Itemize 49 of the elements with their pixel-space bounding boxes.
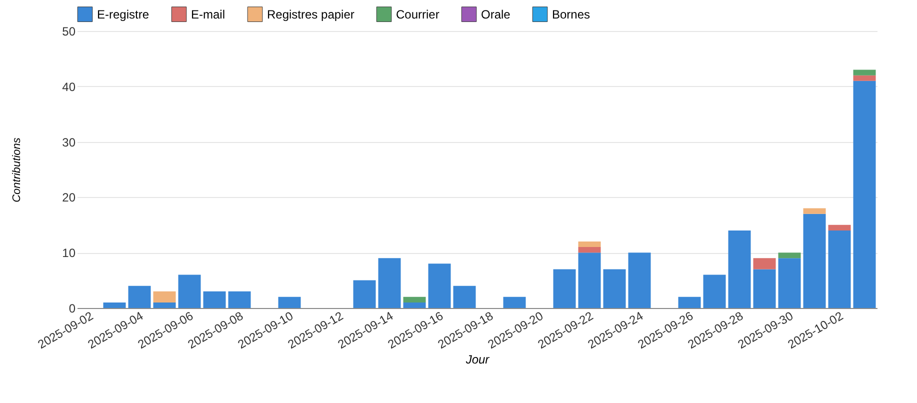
bar	[578, 242, 601, 248]
bar	[153, 291, 176, 302]
y-tick-label: 30	[62, 135, 76, 150]
bar	[153, 302, 176, 308]
bar	[103, 302, 126, 308]
bar	[703, 274, 726, 308]
bar	[778, 252, 801, 258]
bar	[628, 252, 651, 308]
y-tick-label: 50	[62, 24, 76, 38]
y-tick-label: 10	[62, 246, 76, 260]
y-tick-label: 0	[68, 302, 76, 316]
bar	[828, 224, 851, 230]
y-axis-title: Contributions	[11, 137, 24, 202]
bar	[428, 264, 451, 308]
legend-label: E-mail	[191, 7, 226, 22]
bar	[728, 230, 751, 308]
legend-label: E-registre	[97, 7, 150, 22]
bar	[403, 296, 426, 302]
y-tick-label: 40	[62, 80, 76, 94]
bar	[803, 214, 826, 308]
bar	[753, 258, 776, 270]
y-tick-label: 20	[62, 190, 76, 205]
legend-label: Orale	[481, 7, 511, 22]
bar	[578, 247, 601, 253]
bar	[553, 269, 576, 308]
x-axis-title: Jour	[464, 352, 490, 367]
legend-label: Registres papier	[267, 7, 354, 22]
bar	[578, 252, 601, 308]
bar	[828, 230, 851, 308]
bar	[753, 269, 776, 308]
bar	[853, 75, 876, 81]
bar	[778, 258, 801, 308]
bar	[853, 80, 876, 308]
legend-label: Bornes	[552, 7, 590, 22]
legend-label: Courrier	[396, 7, 440, 22]
bar	[503, 296, 526, 308]
bar	[378, 258, 401, 308]
bar	[603, 269, 626, 308]
bar	[353, 280, 376, 308]
bar	[178, 274, 201, 308]
bar	[403, 302, 426, 308]
bar	[203, 291, 226, 308]
bar	[128, 286, 151, 308]
bar	[803, 208, 826, 214]
bar	[853, 70, 876, 76]
bar	[278, 296, 301, 308]
bar	[678, 296, 701, 308]
bar	[453, 286, 476, 308]
bar	[228, 291, 251, 308]
